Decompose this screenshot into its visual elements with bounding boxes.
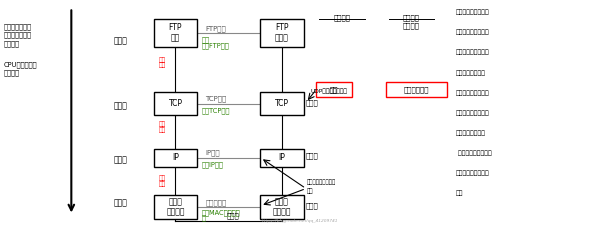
- Text: 有效: 有效: [159, 176, 166, 181]
- Text: 报文实现向上支付: 报文实现向上支付: [455, 130, 485, 136]
- Text: 数据: 数据: [159, 127, 166, 133]
- Text: 以太网
驱动程序: 以太网 驱动程序: [273, 197, 291, 217]
- Text: 付的过程中都要: 付的过程中都要: [4, 32, 32, 38]
- Text: 以太网: 以太网: [227, 213, 239, 219]
- Text: 数据帧: 数据帧: [306, 202, 319, 209]
- Text: 网络层: 网络层: [113, 155, 127, 164]
- Text: 叫法: 叫法: [307, 189, 314, 194]
- Bar: [260, 195, 304, 219]
- Bar: [154, 92, 197, 115]
- Text: 用户进程: 用户进程: [334, 14, 350, 21]
- Text: IP协议: IP协议: [205, 150, 220, 156]
- Bar: [316, 82, 352, 97]
- Text: 数据自顶向下交: 数据自顶向下交: [4, 23, 32, 30]
- Text: https://blog.csdn.net/qq_41209741: https://blog.csdn.net/qq_41209741: [262, 219, 338, 223]
- Text: 添加FTP报头: 添加FTP报头: [201, 43, 229, 49]
- Text: IP: IP: [172, 153, 179, 162]
- Text: 处理通信组节: 处理通信组节: [403, 86, 429, 93]
- Text: TCP: TCP: [169, 99, 182, 108]
- Text: 过程，称之为分用的: 过程，称之为分用的: [455, 171, 490, 176]
- Bar: [154, 195, 197, 219]
- Bar: [260, 148, 304, 167]
- Text: 添加TCP报头: 添加TCP报头: [201, 107, 230, 114]
- Text: 支付给上一层协议的: 支付给上一层协议的: [455, 151, 491, 156]
- Bar: [260, 92, 304, 115]
- Text: 数据: 数据: [159, 62, 166, 68]
- Text: 包含一个字段，表明: 包含一个字段，表明: [455, 50, 490, 56]
- Text: 有效: 有效: [159, 57, 166, 63]
- Text: 链路层: 链路层: [113, 199, 127, 207]
- Text: 应用层: 应用层: [113, 36, 127, 45]
- Text: FTP
服务器: FTP 服务器: [275, 23, 289, 43]
- Text: 内核: 内核: [330, 86, 338, 93]
- Bar: [386, 82, 446, 97]
- Text: 一种协议，准确的发: 一种协议，准确的发: [455, 110, 490, 116]
- Text: 整体数据在不同层的: 整体数据在不同层的: [307, 180, 337, 185]
- Text: 的报头当中，必定要: 的报头当中，必定要: [455, 30, 490, 35]
- Text: 数据段: 数据段: [306, 99, 319, 106]
- Text: CPU参与，加工: CPU参与，加工: [4, 61, 37, 68]
- Text: 荷，交给上一层的哪: 荷，交给上一层的哪: [455, 90, 490, 96]
- Text: 处理数据: 处理数据: [4, 70, 20, 76]
- Text: 层: 层: [201, 214, 205, 221]
- Text: 过程: 过程: [455, 191, 463, 196]
- Text: TCP: TCP: [275, 99, 289, 108]
- Text: 添加IP报头: 添加IP报头: [201, 161, 223, 168]
- Text: UDP协议还叫数据报: UDP协议还叫数据报: [311, 89, 347, 94]
- Text: 以太网
驱动程序: 以太网 驱动程序: [166, 197, 185, 217]
- Text: 以太网协议: 以太网协议: [205, 199, 227, 205]
- Bar: [260, 19, 304, 47]
- Text: 传输层: 传输层: [113, 101, 127, 110]
- Text: 数据: 数据: [201, 36, 209, 43]
- Text: 数据报: 数据报: [306, 153, 319, 159]
- Text: 要将自己的有效数: 要将自己的有效数: [455, 70, 485, 76]
- Text: TCP协议: TCP协议: [205, 96, 227, 102]
- Text: 添加MAC线，最外: 添加MAC线，最外: [201, 209, 240, 216]
- Text: IP: IP: [278, 153, 286, 162]
- Text: 除了最顶层协议，它: 除了最顶层协议，它: [455, 10, 490, 15]
- Bar: [154, 148, 197, 167]
- Text: 数据: 数据: [159, 181, 166, 187]
- Bar: [154, 19, 197, 47]
- Text: 进行封装: 进行封装: [4, 40, 20, 47]
- Text: FTP协议: FTP协议: [205, 25, 226, 32]
- Text: FTP
客户: FTP 客户: [169, 23, 182, 43]
- Text: 处理应用
程序组节: 处理应用 程序组节: [402, 14, 419, 29]
- Text: 有效: 有效: [159, 122, 166, 128]
